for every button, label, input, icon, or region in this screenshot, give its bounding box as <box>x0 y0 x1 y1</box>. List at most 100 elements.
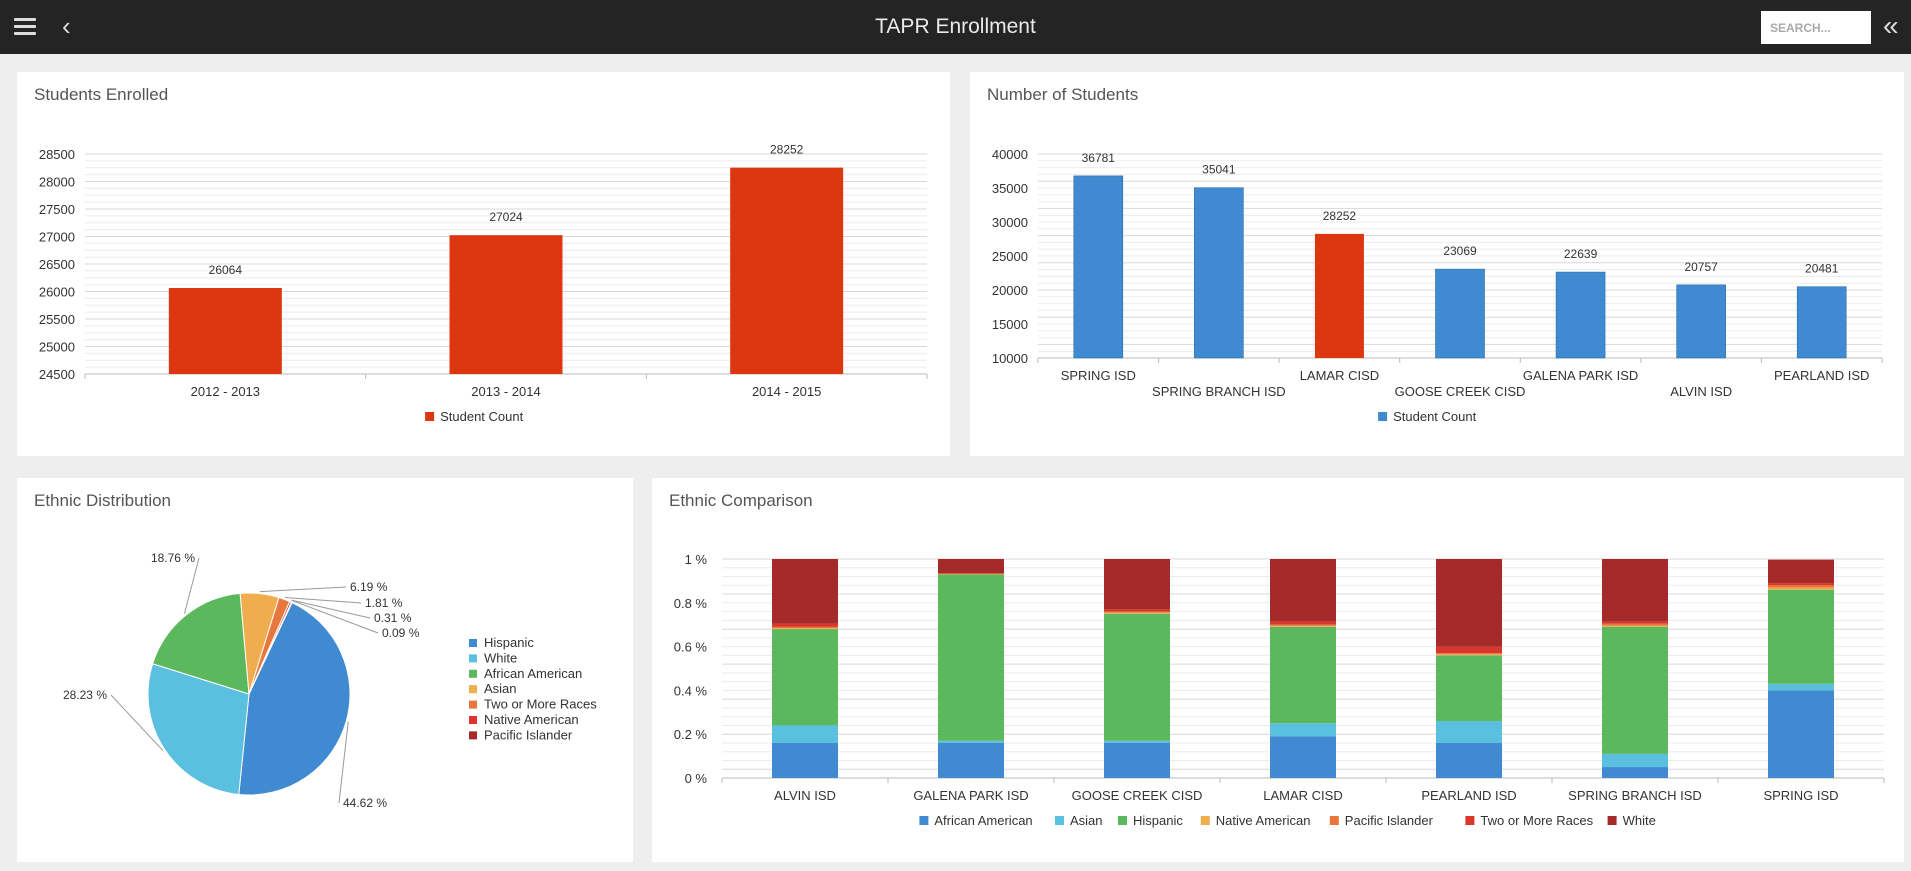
stacked-bar-segment <box>772 623 838 627</box>
slice-label: 44.62 % <box>343 796 387 810</box>
bar <box>168 287 282 374</box>
stacked-bar-segment <box>772 626 838 628</box>
legend-label: Native American <box>484 712 579 727</box>
double-chevron-left-icon[interactable]: « <box>1883 10 1899 41</box>
legend-swatch <box>469 700 477 709</box>
stacked-bar-segment <box>1104 613 1170 741</box>
stacked-bar-segment <box>1602 753 1668 768</box>
x-tick-label: ALVIN ISD <box>1670 384 1732 399</box>
slice-label: 28.23 % <box>63 688 107 702</box>
stacked-bar-segment <box>1768 559 1834 584</box>
x-tick-label: 2014 - 2015 <box>752 384 821 399</box>
y-tick-label: 24500 <box>39 367 75 382</box>
chevron-left-icon[interactable]: ‹ <box>62 11 71 41</box>
leader-line <box>183 557 200 614</box>
legend-swatch <box>469 731 477 740</box>
leader-line <box>291 599 371 619</box>
pie-slice <box>238 601 351 796</box>
stacked-bar-segment <box>1270 626 1336 724</box>
leader-line <box>338 721 349 804</box>
bar <box>1314 233 1364 358</box>
stacked-bar-segment <box>1270 624 1336 626</box>
ethnic-distribution-chart: 44.62 % 28.23 % 18.76 % 6.19 % 1.81 %0.31 %0… <box>63 551 597 810</box>
bar <box>1435 268 1485 359</box>
slice-label: 0.31 % <box>374 611 412 625</box>
stacked-bar-segment <box>938 742 1004 778</box>
stacked-bar-segment <box>1270 621 1336 625</box>
y-tick-label: 25000 <box>39 340 75 355</box>
stacked-bar-segment <box>1602 767 1668 778</box>
x-tick-label: LAMAR CISD <box>1263 788 1342 803</box>
stacked-bar-segment <box>1104 612 1170 614</box>
data-label: 26064 <box>209 263 243 277</box>
y-tick-label: 27000 <box>39 230 75 245</box>
x-tick-label: GOOSE CREEK CISD <box>1072 788 1203 803</box>
stacked-bar-segment <box>1436 655 1502 722</box>
leader-line <box>292 600 379 634</box>
ethnic-comparison-panel: Ethnic Comparison 0 % 0.2 % 0.4 % 0.6 % 0.8 … <box>652 478 1904 862</box>
stacked-bar-segment <box>1768 587 1834 590</box>
y-tick-label: 35000 <box>992 181 1028 196</box>
stacked-bar-segment <box>1104 609 1170 612</box>
x-tick-label: SPRING BRANCH ISD <box>1568 788 1702 803</box>
slice-label: 6.19 % <box>350 580 388 594</box>
leader-line <box>259 586 347 593</box>
students-enrolled-panel: Students Enrolled 24500 25000 25500 26000 26… <box>17 72 950 456</box>
stacked-bar-segment <box>772 742 838 778</box>
pie-slice <box>147 663 250 796</box>
slice-label: 18.76 % <box>151 551 195 565</box>
ethnic-comparison-chart: 0 % 0.2 % 0.4 % 0.6 % 0.8 % 1 % ALVIN ISD GALEN… <box>674 552 1885 828</box>
search-input[interactable] <box>1761 11 1871 44</box>
stacked-bar-segment <box>1104 740 1170 743</box>
panel-title: Ethnic Distribution <box>34 491 172 510</box>
y-tick-label: 27500 <box>39 202 75 217</box>
stacked-bar-segment <box>1104 742 1170 778</box>
data-label: 28252 <box>1323 209 1357 223</box>
legend-label: White <box>1623 813 1656 828</box>
number-of-students-chart: 10000 15000 20000 25000 30000 35000 40000 36781… <box>992 147 1883 424</box>
legend-swatch <box>425 412 435 421</box>
stacked-bar-segment <box>1768 585 1834 588</box>
legend-swatch <box>469 685 477 694</box>
legend-label: Two or More Races <box>1480 813 1593 828</box>
legend-swatch <box>469 654 477 663</box>
data-label: 23069 <box>1443 244 1477 258</box>
y-tick-label: 25500 <box>39 312 75 327</box>
legend-swatch <box>1118 816 1127 825</box>
y-tick-label: 30000 <box>992 215 1028 230</box>
top-bar: ‹ TAPR Enrollment « <box>0 0 1911 54</box>
y-tick-label: 0.6 % <box>674 640 708 655</box>
data-label: 36781 <box>1082 151 1116 165</box>
x-tick-label: PEARLAND ISD <box>1421 788 1516 803</box>
x-tick-label: ALVIN ISD <box>774 788 836 803</box>
students-enrolled-chart: 24500 25000 25500 26000 26500 27000 27500 28000… <box>39 143 928 424</box>
stacked-bar-segment <box>938 740 1004 743</box>
legend-label: Native American <box>1216 813 1311 828</box>
y-tick-label: 26500 <box>39 257 75 272</box>
stacked-bar-segment <box>938 559 1004 574</box>
legend-label: Asian <box>484 681 517 696</box>
page-title: TAPR Enrollment <box>875 15 1036 38</box>
slice-label: 0.09 % <box>382 626 420 640</box>
y-tick-label: 0.4 % <box>674 683 708 698</box>
bar <box>1194 187 1244 359</box>
x-tick-label: PEARLAND ISD <box>1774 368 1869 383</box>
legend-swatch <box>1055 816 1064 825</box>
stacked-bar-segment <box>1436 654 1502 656</box>
stacked-bar-segment <box>772 627 838 630</box>
legend-label: Pacific Islander <box>1345 813 1434 828</box>
legend-label: Student Count <box>1393 409 1477 424</box>
hamburger-menu-icon[interactable] <box>14 18 36 36</box>
slice-label: 1.81 % <box>365 596 403 610</box>
data-label: 20757 <box>1684 260 1718 274</box>
x-tick-label: LAMAR CISD <box>1300 368 1379 383</box>
stacked-bar-segment <box>1602 625 1668 627</box>
data-label: 35041 <box>1202 163 1236 177</box>
pie-slice <box>248 601 293 695</box>
y-tick-label: 25000 <box>992 249 1028 264</box>
stacked-bar-segment <box>1270 559 1336 622</box>
stacked-bar-segment <box>1602 559 1668 622</box>
stacked-bar-segment <box>1602 621 1668 624</box>
y-tick-label: 20000 <box>992 283 1028 298</box>
stacked-bar-segment <box>772 559 838 624</box>
